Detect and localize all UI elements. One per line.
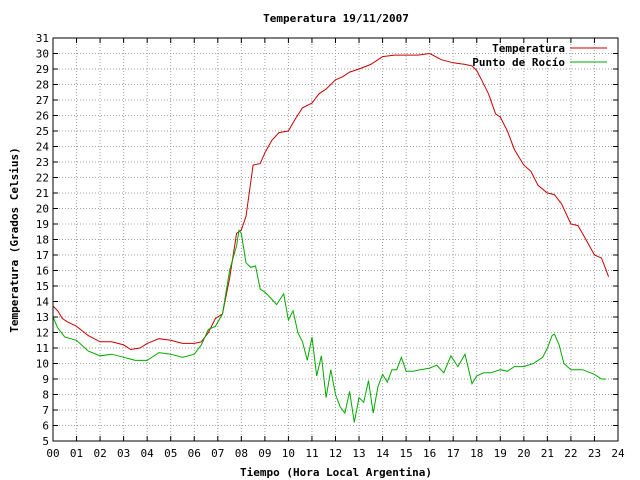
x-tick-label: 07 — [211, 447, 224, 460]
x-tick-label: 06 — [188, 447, 201, 460]
y-axis-ticks: 5 6 7 8 9 10 11 12 13 14 15 16 17 18 19 20 21 22 23 24 25 26 2… — [36, 32, 618, 448]
x-tick-label: 20 — [517, 447, 530, 460]
y-tick-label: 12 — [36, 327, 49, 340]
y-tick-label: 9 — [42, 373, 49, 386]
y-tick-label: 31 — [36, 32, 49, 45]
legend-label: Punto de Rocío — [472, 56, 565, 69]
x-tick-label: 17 — [447, 447, 460, 460]
x-tick-label: 23 — [588, 447, 601, 460]
x-tick-label: 14 — [376, 447, 390, 460]
y-tick-label: 17 — [36, 249, 49, 262]
series-lines — [52, 52, 610, 423]
x-tick-label: 15 — [400, 447, 413, 460]
grid — [53, 38, 618, 441]
x-tick-label: 22 — [564, 447, 577, 460]
y-tick-label: 30 — [36, 48, 49, 61]
y-axis-label: Temperatura (Grados Celsius) — [8, 147, 21, 332]
y-tick-label: 13 — [36, 311, 49, 324]
legend-label: Temperatura — [492, 42, 565, 55]
y-tick-label: 28 — [36, 79, 49, 92]
x-tick-label: 01 — [70, 447, 83, 460]
x-tick-label: 04 — [141, 447, 155, 460]
y-tick-label: 20 — [36, 203, 49, 216]
x-tick-label: 18 — [470, 447, 483, 460]
y-tick-label: 14 — [36, 296, 50, 309]
y-tick-label: 6 — [42, 420, 49, 433]
y-tick-label: 27 — [36, 94, 49, 107]
y-tick-label: 16 — [36, 265, 49, 278]
y-tick-label: 19 — [36, 218, 49, 231]
x-tick-label: 09 — [258, 447, 271, 460]
x-tick-label: 05 — [164, 447, 177, 460]
x-tick-label: 11 — [305, 447, 318, 460]
series-line-punto-de-rocio — [52, 228, 607, 423]
x-tick-label: 03 — [117, 447, 130, 460]
chart-title: Temperatura 19/11/2007 — [263, 12, 409, 25]
y-tick-label: 26 — [36, 110, 49, 123]
x-axis-label: Tiempo (Hora Local Argentina) — [240, 466, 432, 479]
x-tick-label: 19 — [494, 447, 507, 460]
x-tick-label: 10 — [282, 447, 295, 460]
y-tick-label: 8 — [42, 389, 49, 402]
x-tick-label: 24 — [611, 447, 625, 460]
y-tick-label: 10 — [36, 358, 49, 371]
y-tick-label: 24 — [36, 141, 50, 154]
x-tick-label: 08 — [235, 447, 248, 460]
x-tick-label: 02 — [93, 447, 106, 460]
x-tick-label: 16 — [423, 447, 436, 460]
y-tick-label: 15 — [36, 280, 49, 293]
y-tick-label: 23 — [36, 156, 49, 169]
y-tick-label: 21 — [36, 187, 49, 200]
x-tick-label: 00 — [46, 447, 59, 460]
y-tick-label: 25 — [36, 125, 49, 138]
y-tick-label: 11 — [36, 342, 49, 355]
y-tick-label: 22 — [36, 172, 49, 185]
x-tick-label: 13 — [352, 447, 365, 460]
x-tick-label: 12 — [329, 447, 342, 460]
y-tick-label: 18 — [36, 234, 49, 247]
y-tick-label: 5 — [42, 435, 49, 448]
y-tick-label: 29 — [36, 63, 49, 76]
x-axis-ticks: 00 01 02 03 04 05 06 07 08 09 10 11 12 13 14 15 16 17 18 19… — [46, 38, 625, 460]
x-tick-label: 21 — [541, 447, 554, 460]
y-tick-label: 7 — [42, 404, 49, 417]
series-line-temperatura — [52, 52, 610, 351]
